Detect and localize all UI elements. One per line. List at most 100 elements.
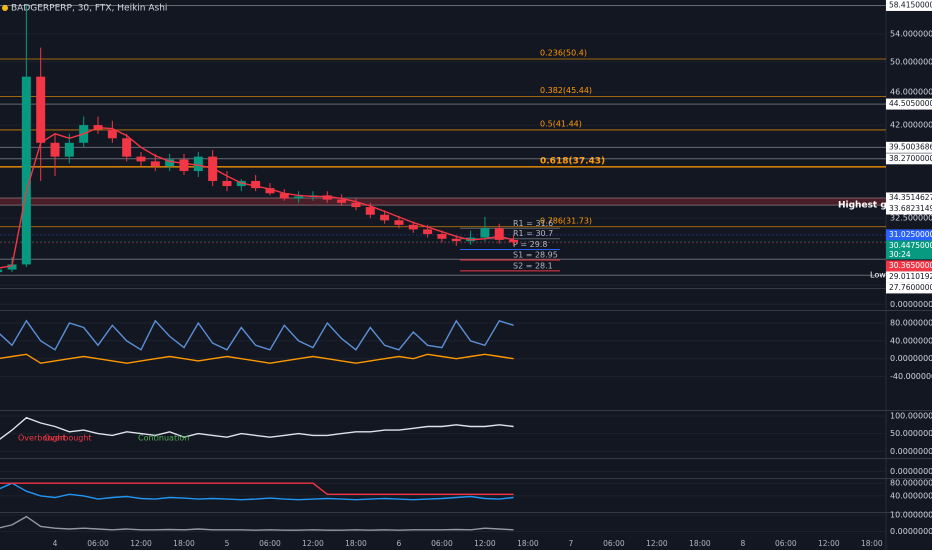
y-tick-label: 40.0000000 bbox=[890, 491, 932, 500]
indicator-text: Continuation bbox=[138, 434, 189, 443]
candle-body bbox=[423, 229, 433, 235]
fib-label: 0.236(50.4) bbox=[540, 48, 587, 57]
candle-body bbox=[322, 195, 332, 200]
x-tick-label: 12:00 bbox=[302, 539, 324, 548]
candle-body bbox=[21, 76, 31, 265]
candle-body bbox=[222, 180, 232, 187]
price-label: 38.2700000 bbox=[889, 154, 932, 163]
indicator-line bbox=[0, 416, 514, 440]
fib-label: 0.618(37.43) bbox=[540, 156, 605, 166]
candle-body bbox=[0, 269, 3, 273]
x-tick-label: 06:00 bbox=[775, 539, 797, 548]
x-tick-label: 12:00 bbox=[818, 539, 840, 548]
price-label: 44.5050000 bbox=[889, 99, 932, 108]
indicator-line bbox=[0, 482, 514, 495]
x-tick-label: 18:00 bbox=[345, 539, 367, 548]
candle-body bbox=[265, 188, 275, 194]
price-label-box bbox=[886, 260, 932, 272]
indicator-line bbox=[0, 515, 514, 531]
y-tick-label: -40.0000000 bbox=[890, 372, 932, 381]
candle-body bbox=[279, 193, 289, 199]
chart-title: BADGERPERP, 30, FTX, Heikin Ashi bbox=[11, 4, 167, 14]
candle-body bbox=[351, 202, 361, 208]
price-label-box bbox=[886, 141, 932, 153]
indicator-line bbox=[0, 482, 514, 501]
y-tick-label: 32.5000000 bbox=[890, 214, 932, 223]
candle-body bbox=[451, 238, 461, 242]
candle-body bbox=[36, 76, 46, 143]
y-tick-label: 50.0000000 bbox=[890, 429, 932, 438]
y-tick-label: 46.0000000 bbox=[890, 88, 932, 97]
price-label-box bbox=[886, 203, 932, 215]
x-tick-label: 06:00 bbox=[87, 539, 109, 548]
x-tick-label: 06:00 bbox=[603, 539, 625, 548]
price-label: 58.4150000 bbox=[889, 0, 932, 9]
candle-body bbox=[480, 228, 490, 238]
indicator-line bbox=[0, 353, 514, 364]
x-tick-label: 12:00 bbox=[474, 539, 496, 548]
price-label-box bbox=[886, 192, 932, 204]
y-tick-label: 80.0000000 bbox=[890, 319, 932, 328]
x-tick-label: 12:00 bbox=[130, 539, 152, 548]
y-tick-label: 50.0000000 bbox=[890, 57, 932, 66]
y-tick-label: 100.0000000 bbox=[890, 411, 932, 420]
countdown: 30:24 bbox=[889, 250, 911, 259]
fib-label: 0.382(45.44) bbox=[540, 86, 592, 95]
candle-body bbox=[165, 159, 175, 167]
y-tick-label: 0.0000000 bbox=[890, 300, 932, 309]
y-tick-label: 0.0000000 bbox=[890, 447, 932, 456]
y-tick-label: 42.0000000 bbox=[890, 121, 932, 130]
price-label: 27.7600000 bbox=[889, 283, 932, 292]
y-tick-label: 0.0000000 bbox=[890, 354, 932, 363]
candle-body bbox=[337, 199, 347, 203]
x-tick-label: 18:00 bbox=[689, 539, 711, 548]
indicator-line bbox=[0, 319, 514, 351]
candle-body bbox=[122, 138, 132, 157]
candle-body bbox=[64, 142, 74, 157]
x-tick-label: 12:00 bbox=[646, 539, 668, 548]
y-tick-label: 0.0000000 bbox=[890, 527, 932, 536]
candle-body bbox=[509, 239, 519, 243]
candle-body bbox=[7, 264, 17, 270]
low-label: Low bbox=[870, 271, 886, 280]
highest-grid-label: Highest grid bbox=[838, 201, 901, 211]
pivot-label: R1 = 31.6 bbox=[513, 219, 553, 228]
x-tick-label: 06:00 bbox=[259, 539, 281, 548]
x-tick-label: 18:00 bbox=[861, 539, 883, 548]
x-tick-label: 6 bbox=[397, 539, 402, 548]
price-label: 31.0250000 bbox=[889, 230, 932, 239]
candle-body bbox=[494, 228, 504, 240]
price-label-box bbox=[886, 98, 932, 110]
candle-body bbox=[50, 142, 60, 157]
price-label: 30.3650000 bbox=[889, 261, 932, 270]
x-tick-label: 18:00 bbox=[517, 539, 539, 548]
candle-body bbox=[294, 196, 304, 199]
x-tick-label: 7 bbox=[569, 539, 574, 548]
pivot-label: P = 29.8 bbox=[513, 240, 547, 249]
fib-label: 0.786(31.73) bbox=[540, 216, 592, 225]
x-tick-label: 5 bbox=[225, 539, 230, 548]
x-tick-label: 8 bbox=[740, 539, 745, 548]
price-label-box bbox=[886, 271, 932, 283]
indicator-text: Overbought bbox=[44, 434, 92, 443]
indicator-text: Overbought bbox=[18, 434, 66, 443]
price-label: 29.0110192 bbox=[889, 272, 932, 281]
x-tick-label: 4 bbox=[53, 539, 58, 548]
symbol-icon bbox=[2, 5, 8, 11]
candle-body bbox=[408, 224, 418, 230]
y-tick-label: 80.0000000 bbox=[890, 479, 932, 488]
candle-body bbox=[437, 234, 447, 239]
candle-body bbox=[179, 159, 189, 172]
fib-label: 0.5(41.44) bbox=[540, 119, 582, 128]
grid-zone bbox=[0, 197, 886, 206]
price-label-box bbox=[886, 153, 932, 165]
y-tick-label: 40.0000000 bbox=[890, 336, 932, 345]
price-label: 33.6823149 bbox=[889, 204, 932, 213]
y-tick-label: 0.0000000 bbox=[890, 467, 932, 476]
price-label-box bbox=[886, 229, 932, 241]
price-label-box bbox=[886, 0, 932, 11]
price-label-box bbox=[886, 240, 932, 252]
price-label: 39.5003686 bbox=[889, 142, 932, 151]
pivot-label: R1 = 30.7 bbox=[513, 229, 553, 238]
